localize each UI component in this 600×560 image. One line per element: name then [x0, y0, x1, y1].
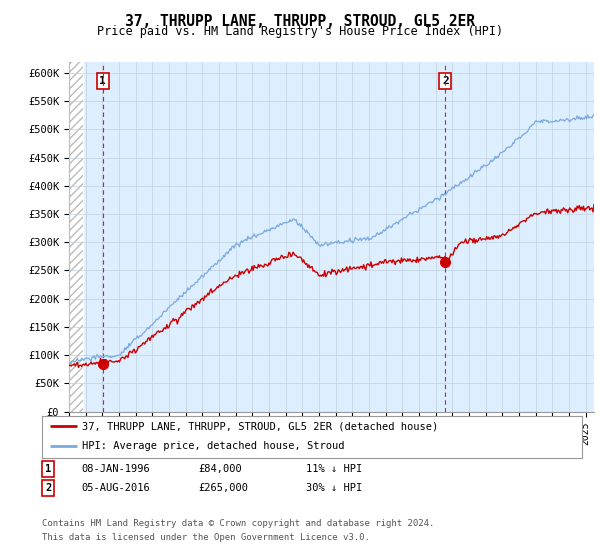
- Text: £265,000: £265,000: [198, 483, 248, 493]
- Text: 2: 2: [442, 76, 449, 86]
- Text: 30% ↓ HPI: 30% ↓ HPI: [306, 483, 362, 493]
- Text: 08-JAN-1996: 08-JAN-1996: [81, 464, 150, 474]
- Text: HPI: Average price, detached house, Stroud: HPI: Average price, detached house, Stro…: [83, 441, 345, 451]
- Text: 1: 1: [100, 76, 106, 86]
- Text: This data is licensed under the Open Government Licence v3.0.: This data is licensed under the Open Gov…: [42, 533, 370, 542]
- Text: 05-AUG-2016: 05-AUG-2016: [81, 483, 150, 493]
- Text: 11% ↓ HPI: 11% ↓ HPI: [306, 464, 362, 474]
- Text: Contains HM Land Registry data © Crown copyright and database right 2024.: Contains HM Land Registry data © Crown c…: [42, 519, 434, 528]
- Text: 37, THRUPP LANE, THRUPP, STROUD, GL5 2ER (detached house): 37, THRUPP LANE, THRUPP, STROUD, GL5 2ER…: [83, 421, 439, 431]
- Text: £84,000: £84,000: [198, 464, 242, 474]
- Text: Price paid vs. HM Land Registry's House Price Index (HPI): Price paid vs. HM Land Registry's House …: [97, 25, 503, 38]
- Text: 1: 1: [45, 464, 51, 474]
- Text: 37, THRUPP LANE, THRUPP, STROUD, GL5 2ER: 37, THRUPP LANE, THRUPP, STROUD, GL5 2ER: [125, 14, 475, 29]
- Text: 2: 2: [45, 483, 51, 493]
